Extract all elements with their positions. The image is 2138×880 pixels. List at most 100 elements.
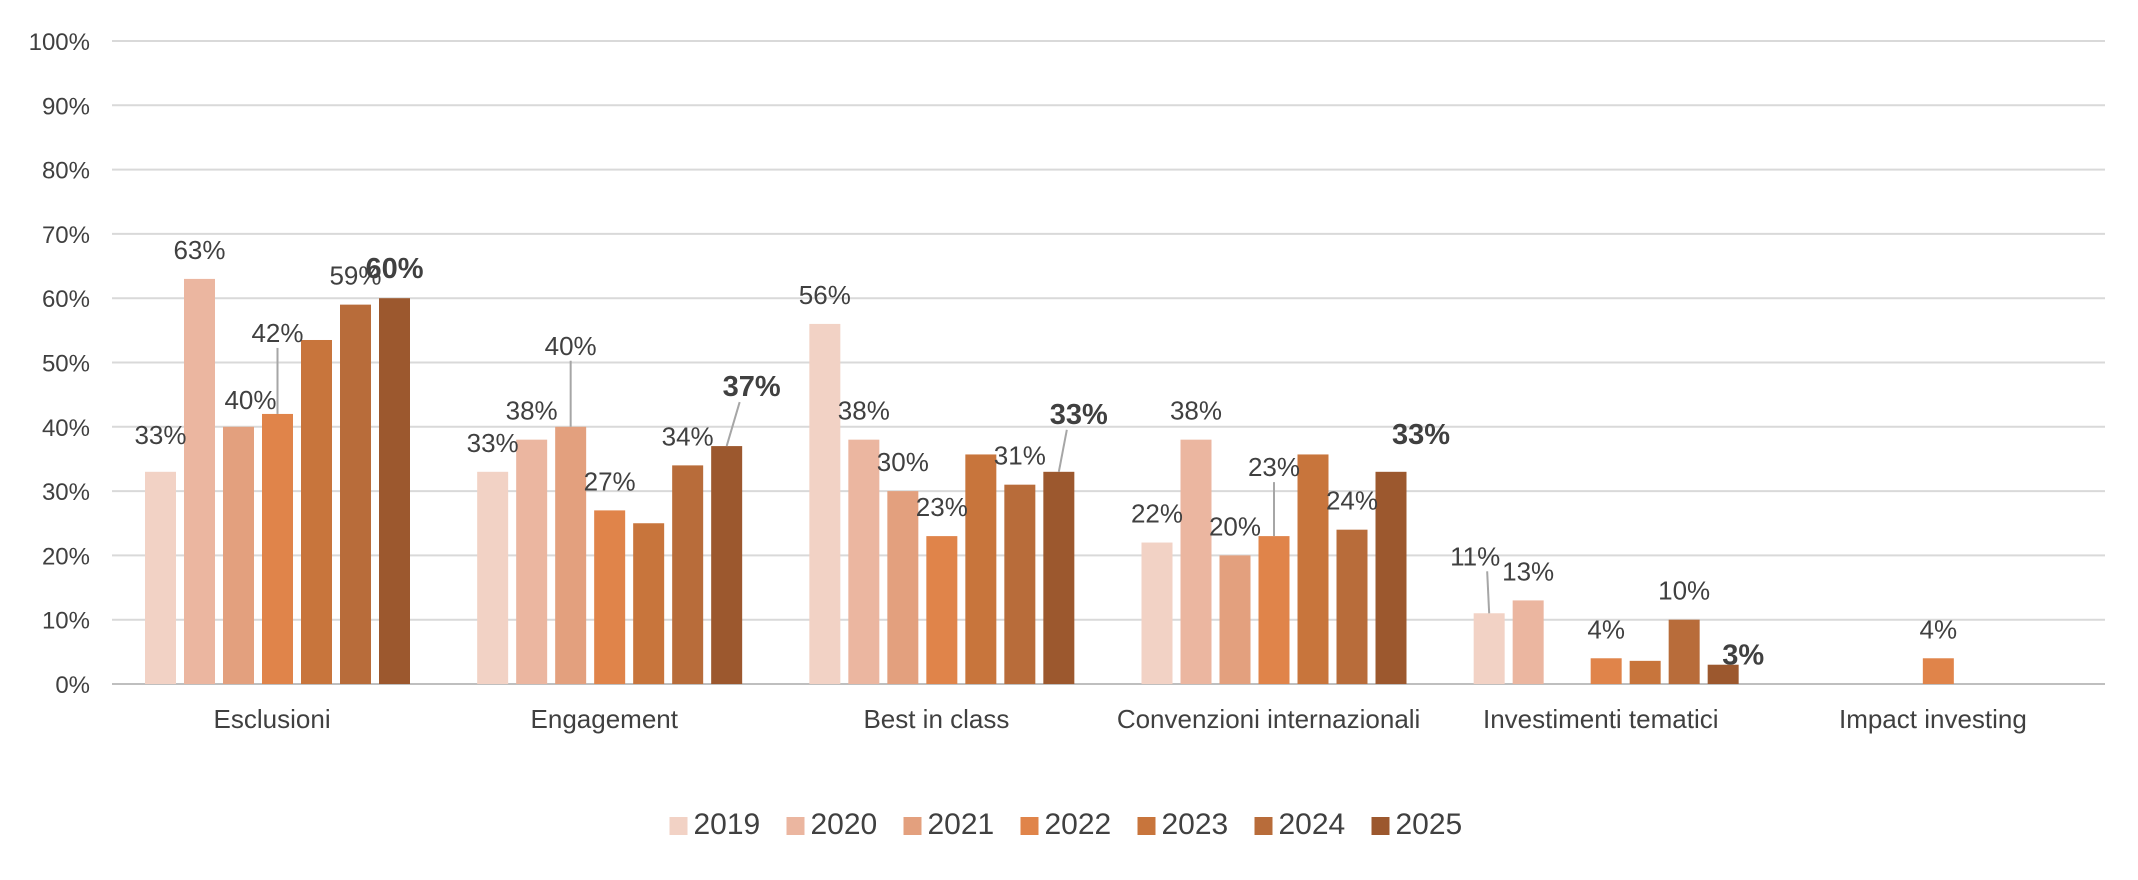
data-label: 56% [799, 280, 851, 310]
data-label: 24% [1326, 486, 1378, 516]
data-label: 4% [1920, 614, 1958, 644]
legend-swatch [1371, 817, 1390, 835]
bar-2023-3 [1297, 454, 1329, 684]
leader-line [1486, 571, 1491, 614]
bar-2021-2 [887, 491, 919, 684]
category-label: Esclusioni [214, 704, 331, 734]
bar-2022-3 [1258, 536, 1290, 684]
data-label: 59% [329, 261, 381, 291]
bar-2023-4 [1629, 660, 1661, 684]
bar-2021-0 [223, 426, 254, 684]
y-tick-label: 50% [42, 351, 90, 378]
y-tick-label: 10% [42, 608, 90, 635]
legend-item-2024: 2024 [1254, 808, 1346, 841]
bar-2022-2 [926, 536, 958, 684]
bar-2019-1 [477, 471, 509, 684]
bar-2021-1 [555, 426, 587, 684]
legend-item-2025: 2025 [1371, 808, 1463, 841]
bar-2023-2 [965, 454, 997, 684]
data-label: 34% [662, 421, 714, 451]
bar-2022-0 [262, 413, 293, 684]
legend-label: 2019 [694, 808, 761, 841]
bar-2021-3 [1219, 555, 1251, 684]
data-label: 38% [1170, 396, 1222, 426]
bar-2022-4 [1590, 658, 1622, 684]
data-label: 3% [1722, 640, 1764, 672]
bar-2025-1 [711, 446, 743, 684]
y-tick-label: 100% [29, 29, 90, 56]
bar-2025-3 [1375, 471, 1407, 684]
leader-lines [276, 347, 1491, 614]
data-label: 20% [1209, 511, 1261, 541]
data-label: 42% [251, 318, 303, 348]
bar-2024-1 [672, 465, 704, 684]
data-label: 60% [365, 253, 423, 285]
data-label: 33% [1050, 399, 1108, 431]
legend-item-2021: 2021 [903, 808, 995, 841]
category-label: Engagement [531, 704, 679, 734]
bar-2022-1 [594, 510, 626, 684]
legend-swatch [1254, 817, 1273, 835]
bar-2024-4 [1668, 619, 1700, 684]
legend-label: 2020 [811, 808, 878, 841]
bar-2022-5 [1922, 658, 1954, 684]
data-label: 4% [1587, 614, 1625, 644]
bar-2020-1 [516, 439, 548, 684]
bar-2020-0 [184, 278, 215, 684]
data-label: 33% [1392, 419, 1450, 451]
data-label: 33% [467, 428, 519, 458]
bars [145, 278, 1954, 684]
data-labels: 33% 33% 56% 22% 11% 63% 38% 38% 38% 13% 40% 40% 30% 2… [134, 235, 1957, 672]
bar-2020-3 [1180, 439, 1212, 684]
data-label: 22% [1131, 499, 1183, 529]
gridlines [112, 40, 2105, 685]
data-label: 13% [1502, 556, 1554, 586]
legend-label: 2023 [1162, 808, 1229, 841]
legend-item-2019: 2019 [669, 808, 761, 841]
y-axis: 0% 10% 20% 30% 40% 50% 60% 70% 80% 90% 100% [29, 29, 90, 699]
legend-swatch [669, 817, 688, 835]
data-label: 38% [506, 396, 558, 426]
bar-2025-4 [1707, 664, 1739, 684]
legend-swatch [786, 817, 805, 835]
data-label: 30% [877, 447, 929, 477]
category-label: Best in class [863, 704, 1009, 734]
bar-2024-0 [340, 304, 371, 684]
bar-2023-0 [301, 339, 332, 684]
bar-2020-4 [1512, 600, 1544, 684]
data-label: 27% [584, 466, 636, 496]
category-label: Convenzioni internazionali [1117, 704, 1421, 734]
bar-2024-3 [1336, 529, 1368, 684]
bar-2019-3 [1141, 542, 1173, 684]
legend-label: 2022 [1045, 808, 1112, 841]
legend-label: 2021 [928, 808, 995, 841]
y-tick-label: 80% [42, 158, 90, 185]
category-label: Investimenti tematici [1483, 704, 1719, 734]
bar-2019-0 [145, 471, 176, 684]
data-label: 11% [1450, 541, 1500, 571]
leader-line [725, 401, 741, 447]
legend-swatch [1020, 817, 1039, 835]
legend-label: 2024 [1279, 808, 1346, 841]
legend-item-2020: 2020 [786, 808, 878, 841]
leader-line [1057, 429, 1068, 472]
legend-label: 2025 [1396, 808, 1463, 841]
data-label: 40% [224, 385, 276, 415]
legend: 2019 2020 2021 2022 2023 2024 2025 [669, 808, 1463, 841]
data-label: 31% [994, 441, 1046, 471]
bar-2024-2 [1004, 484, 1036, 684]
y-tick-label: 20% [42, 543, 90, 570]
y-tick-label: 40% [42, 415, 90, 442]
y-tick-label: 30% [42, 479, 90, 506]
y-tick-label: 0% [55, 672, 90, 699]
y-tick-label: 60% [42, 286, 90, 313]
x-axis: Esclusioni Engagement Best in class Convenz… [214, 704, 2027, 734]
y-tick-label: 90% [42, 93, 90, 120]
data-label: 33% [134, 420, 186, 450]
bar-2020-2 [848, 439, 880, 684]
data-label: 37% [723, 371, 781, 403]
data-label: 38% [838, 396, 890, 426]
legend-item-2023: 2023 [1137, 808, 1229, 841]
legend-item-2022: 2022 [1020, 808, 1112, 841]
